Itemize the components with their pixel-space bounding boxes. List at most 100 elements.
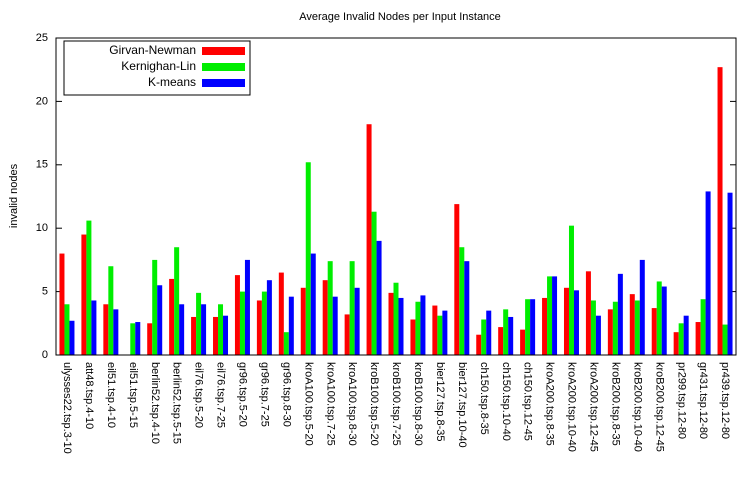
bar: [354, 287, 360, 355]
bar: [617, 273, 623, 355]
bar: [520, 329, 526, 355]
bar: [481, 319, 487, 355]
y-tick-label: 15: [36, 159, 48, 171]
bar: [213, 316, 219, 355]
bar: [266, 280, 272, 355]
bar: [86, 220, 92, 355]
bar: [174, 247, 180, 355]
x-tick-label: ch150.tsp.12-45: [522, 362, 534, 441]
x-tick-label: ch150.tsp.10-40: [500, 362, 512, 441]
bar: [552, 276, 558, 355]
bar: [64, 304, 70, 355]
bar: [508, 316, 514, 355]
y-tick-label: 10: [36, 222, 48, 234]
bar: [486, 310, 492, 355]
bar: [278, 272, 284, 355]
bar: [595, 315, 601, 355]
bar: [108, 266, 114, 355]
legend-swatch: [202, 63, 245, 71]
x-tick-label: kroA200.tsp.10-40: [566, 362, 578, 452]
bar: [103, 304, 109, 355]
x-tick-label: kroA200.tsp.8-35: [544, 362, 556, 446]
x-tick-label: ch150.tsp.8-35: [478, 362, 490, 435]
bar: [349, 261, 355, 355]
bar: [218, 304, 224, 355]
bar: [437, 315, 443, 355]
bar: [464, 261, 470, 355]
bar: [130, 323, 136, 355]
bar: [700, 299, 706, 355]
bar: [59, 253, 65, 355]
bar: [568, 225, 574, 355]
bar: [607, 309, 613, 355]
bar: [563, 287, 569, 355]
y-tick-label: 5: [42, 286, 48, 298]
legend-swatch: [202, 47, 245, 55]
x-tick-label: ulysses22.tsp.3-10: [61, 362, 73, 454]
x-tick-label: kroA100.tsp.7-25: [324, 362, 336, 446]
bar: [695, 322, 701, 355]
x-tick-label: gr96.tsp.7-25: [258, 362, 270, 427]
bar: [283, 332, 289, 355]
bar: [239, 291, 245, 355]
x-tick-label: eil76.tsp.7-25: [215, 362, 227, 428]
bar: [191, 316, 197, 355]
bar: [415, 301, 421, 355]
bar: [152, 259, 158, 355]
bar: [113, 309, 119, 355]
legend-label: K-means: [148, 75, 196, 89]
bar: [612, 301, 618, 355]
bar: [498, 327, 504, 355]
bar: [388, 292, 394, 355]
x-tick-label: berlin52.tsp.4-10: [149, 362, 161, 444]
bar: [727, 192, 733, 355]
bar: [639, 259, 645, 355]
bar: [590, 300, 596, 355]
x-tick-label: bier127.tsp.8-35: [434, 362, 446, 442]
y-tick-label: 20: [36, 95, 48, 107]
bar: [573, 290, 579, 355]
bar: [651, 308, 657, 355]
bar: [547, 276, 553, 355]
bar: [310, 253, 316, 355]
bar: [678, 323, 684, 355]
bar: [454, 204, 460, 355]
bar: [376, 240, 382, 355]
bar: [525, 299, 531, 355]
bar: [300, 287, 306, 355]
legend-label: Kernighan-Lin: [121, 59, 196, 73]
chart-title: Average Invalid Nodes per Input Instance: [299, 11, 501, 23]
x-tick-label: kroB100.tsp.7-25: [390, 362, 402, 446]
x-tick-label: eil51.tsp.4-10: [105, 362, 117, 428]
bar: [432, 305, 438, 355]
bar: [673, 332, 679, 355]
bar: [476, 334, 482, 355]
x-tick-label: kroB100.tsp.5-20: [368, 362, 380, 446]
x-tick-label: kroB200.tsp.8-35: [609, 362, 621, 446]
bar: [366, 124, 372, 355]
bar: [717, 67, 723, 355]
x-tick-label: kroB100.tsp.8-30: [412, 362, 424, 446]
x-tick-label: kroA100.tsp.5-20: [302, 362, 314, 446]
x-tick-label: pr439.tsp.12-80: [719, 362, 731, 439]
bar: [629, 294, 635, 355]
bar: [135, 322, 141, 355]
bar: [147, 323, 153, 355]
x-tick-label: kroB200.tsp.10-40: [631, 362, 643, 452]
bar: [656, 281, 662, 355]
bar: [398, 297, 404, 355]
x-tick-label: pr299.tsp.12-80: [675, 362, 687, 439]
bar: [530, 299, 536, 355]
bar: [196, 292, 202, 355]
x-tick-label: gr96.tsp.5-20: [237, 362, 249, 427]
legend-swatch: [202, 79, 245, 87]
bar: [705, 191, 711, 355]
x-tick-label: att48.tsp.4-10: [83, 362, 95, 429]
x-tick-label: gr96.tsp.8-30: [280, 362, 292, 427]
x-tick-label: kroA200.tsp.12-45: [588, 362, 600, 452]
bar: [344, 314, 350, 355]
bar: [288, 296, 294, 355]
bar: [256, 300, 262, 355]
bar: [503, 309, 509, 355]
bar: [81, 234, 87, 355]
